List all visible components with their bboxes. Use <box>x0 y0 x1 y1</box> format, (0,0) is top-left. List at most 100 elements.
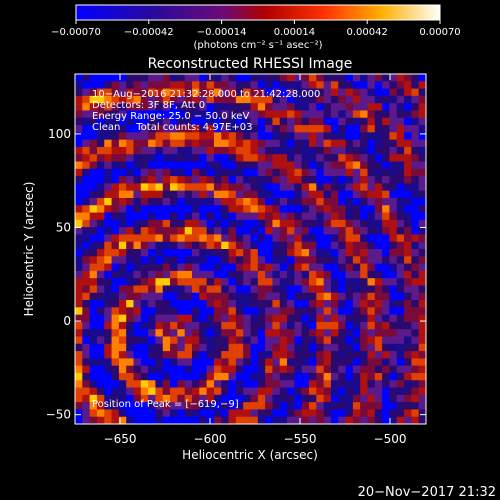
heatmap-cell <box>301 146 310 155</box>
heatmap-cell <box>279 132 288 141</box>
heatmap-cell <box>140 343 149 352</box>
heatmap-cell <box>235 285 244 294</box>
heatmap-cell <box>82 161 91 170</box>
heatmap-cell <box>104 380 112 388</box>
heatmap-cell <box>111 285 120 294</box>
heatmap-cell <box>133 227 142 235</box>
heatmap-cell <box>345 416 354 425</box>
heatmap-cell <box>411 241 420 250</box>
heatmap-cell <box>82 263 91 272</box>
heatmap-cell <box>162 249 171 257</box>
heatmap-cell <box>323 343 332 352</box>
heatmap-cell <box>96 161 105 170</box>
heatmap-cell <box>396 95 405 104</box>
heatmap-cell <box>330 241 339 250</box>
heatmap-cell <box>374 212 383 221</box>
heatmap-cell <box>287 358 295 367</box>
heatmap-cell <box>389 234 398 243</box>
heatmap-cell <box>389 103 398 111</box>
heatmap-cell <box>126 227 134 235</box>
heatmap-cell <box>104 343 112 352</box>
heatmap-cell <box>82 212 91 221</box>
heatmap-cell <box>257 365 266 374</box>
heatmap-cell <box>367 270 376 279</box>
heatmap-cell <box>235 74 244 82</box>
heatmap-cell <box>118 358 127 367</box>
heatmap-cell <box>126 95 134 104</box>
heatmap-cell <box>404 321 412 330</box>
heatmap-cell <box>316 197 325 206</box>
y-axis-label: Heliocentric Y (arcsec) <box>22 182 36 317</box>
heatmap-cell <box>382 176 390 184</box>
heatmap-cell <box>330 168 339 177</box>
heatmap-cell <box>352 314 361 323</box>
heatmap-cell <box>235 205 244 213</box>
heatmap-cell <box>360 249 368 257</box>
heatmap-cell <box>192 343 200 352</box>
heatmap-cell <box>89 74 98 82</box>
heatmap-cell <box>411 372 420 381</box>
heatmap-cell <box>360 314 368 323</box>
heatmap-cell <box>111 154 120 162</box>
heatmap-cell <box>126 336 134 345</box>
heatmap-cell <box>118 95 127 104</box>
heatmap-cell <box>345 336 354 345</box>
heatmap-cell <box>316 307 325 316</box>
heatmap-cell <box>418 110 427 119</box>
heatmap-cell <box>75 227 83 235</box>
heatmap-cell <box>257 241 266 250</box>
heatmap-cell <box>367 95 376 104</box>
annotation-time-range: 10−Aug−2016 21:32:28.000 to 21:42:28.000 <box>92 89 320 100</box>
heatmap-cell <box>257 387 266 396</box>
heatmap-cell <box>345 380 354 388</box>
heatmap-cell <box>126 351 134 359</box>
heatmap-cell <box>170 197 178 206</box>
heatmap-cell <box>382 292 390 301</box>
heatmap-cell <box>235 95 244 104</box>
heatmap-cell <box>213 197 222 206</box>
heatmap-cell <box>404 365 412 374</box>
heatmap-cell <box>323 88 332 97</box>
heatmap-cell <box>82 409 91 418</box>
heatmap-cell <box>367 146 376 155</box>
heatmap-cell <box>148 409 156 418</box>
heatmap-cell <box>140 161 149 170</box>
heatmap-cell <box>272 256 281 264</box>
heatmap-cell <box>404 74 412 82</box>
heatmap-cell <box>404 110 412 119</box>
heatmap-cell <box>140 219 149 228</box>
heatmap-cell <box>75 205 83 213</box>
heatmap-cell <box>243 117 251 126</box>
heatmap-cell <box>235 183 244 192</box>
heatmap-cell <box>140 190 149 199</box>
heatmap-cell <box>389 74 398 82</box>
heatmap-cell <box>133 197 142 206</box>
heatmap-cell <box>133 103 142 111</box>
heatmap-cell <box>221 103 229 111</box>
heatmap-cell <box>199 241 208 250</box>
heatmap-cell <box>360 103 368 111</box>
heatmap-cell <box>287 183 295 192</box>
heatmap-cell <box>294 154 303 162</box>
heatmap-cell <box>206 307 215 316</box>
heatmap-cell <box>148 176 156 184</box>
heatmap-cell <box>418 88 427 97</box>
heatmap-cell <box>287 307 295 316</box>
heatmap-cell <box>330 307 339 316</box>
heatmap-cell <box>309 285 317 294</box>
heatmap-cell <box>250 81 259 89</box>
heatmap-cell <box>206 103 215 111</box>
heatmap-cell <box>148 241 156 250</box>
heatmap-cell <box>162 343 171 352</box>
heatmap-cell <box>170 409 178 418</box>
heatmap-cell <box>294 190 303 199</box>
heatmap-cell <box>243 190 251 199</box>
heatmap-cell <box>140 336 149 345</box>
heatmap-cell <box>118 154 127 162</box>
heatmap-cell <box>235 212 244 221</box>
heatmap-cell <box>228 161 237 170</box>
heatmap-cell <box>257 372 266 381</box>
heatmap-cell <box>389 380 398 388</box>
heatmap-cell <box>360 343 368 352</box>
heatmap-cell <box>192 285 200 294</box>
